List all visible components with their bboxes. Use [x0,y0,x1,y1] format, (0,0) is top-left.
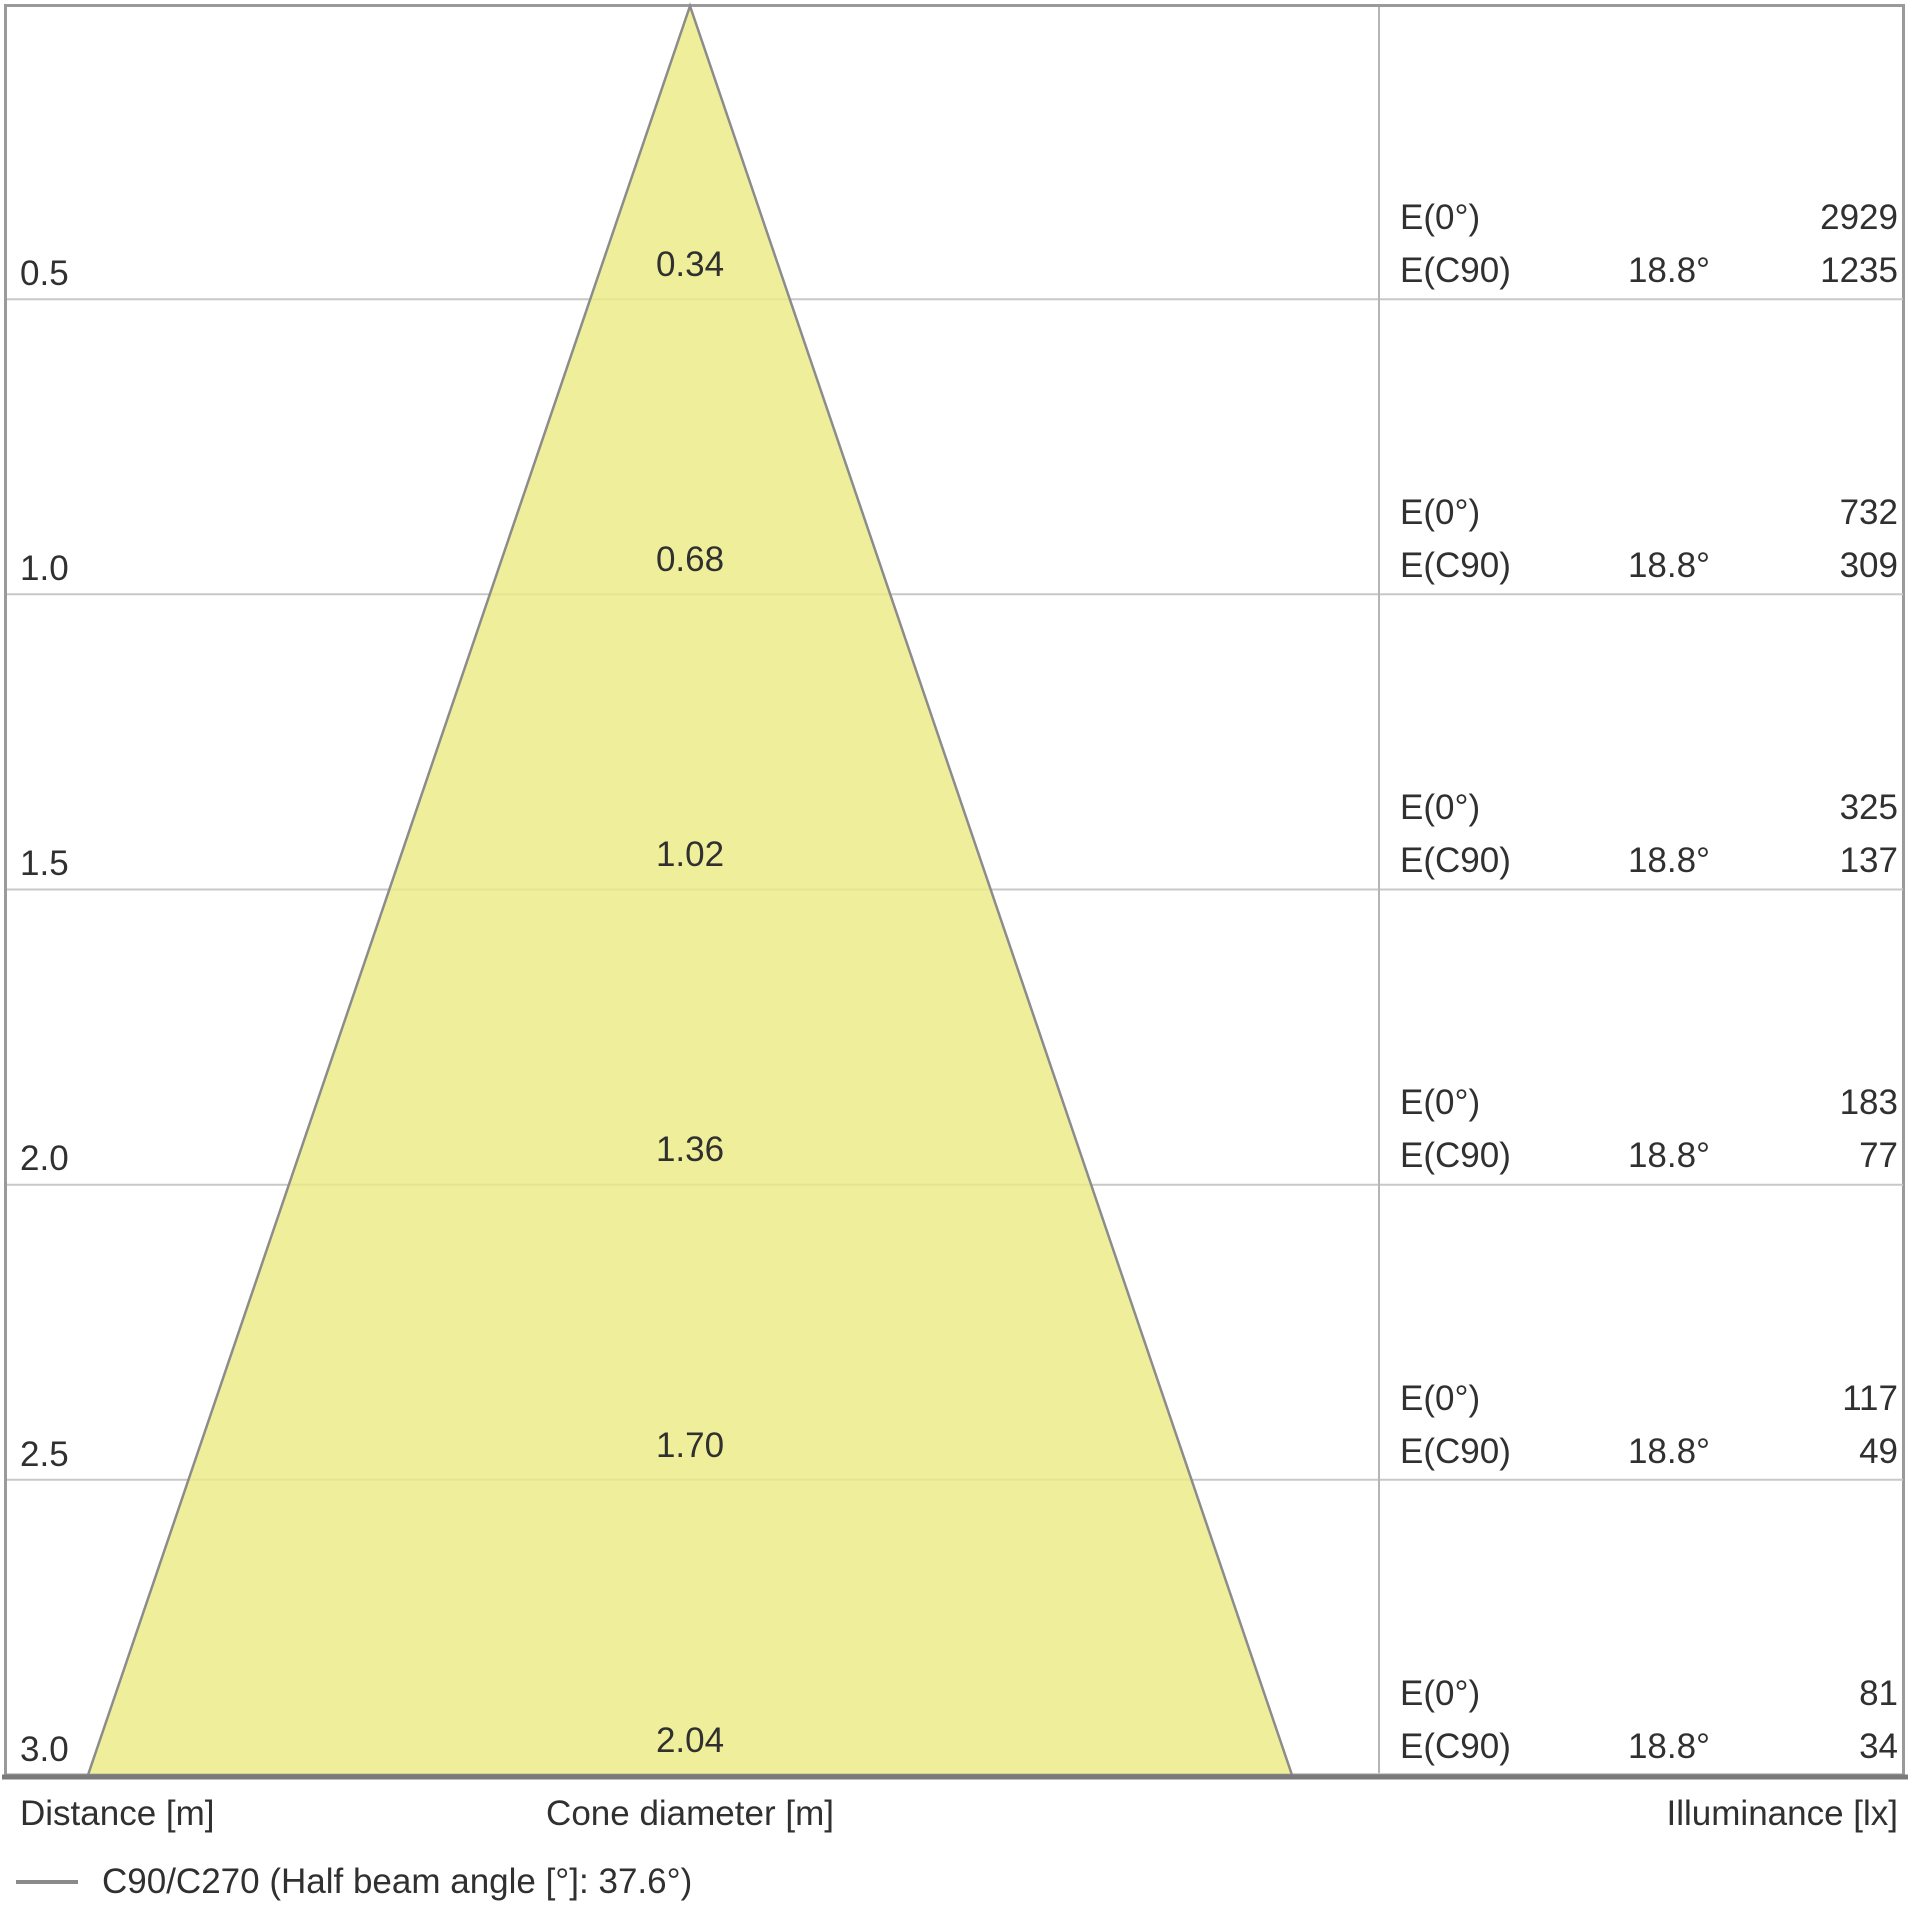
cone-row: 2.0 1.36 E(0°) 183 E(C90) 18.8° 77 [0,889,1920,1184]
ec90-angle: 18.8° [1627,841,1711,880]
e0-value: 732 [1839,493,1898,532]
e0-angle [1575,486,1763,539]
e0-value: 2929 [1820,198,1898,237]
ec90-value: 1235 [1820,251,1898,290]
ec90-label: E(C90) [1400,546,1511,585]
ec90-label: E(C90) [1400,841,1511,880]
cone-row: 3.0 2.04 E(0°) 81 E(C90) 18.8° 34 [0,1480,1920,1775]
illuminance-block: E(0°) 183 E(C90) 18.8° 77 [1400,1076,1898,1182]
cone-row: 1.0 0.68 E(0°) 732 E(C90) 18.8° 309 [0,299,1920,594]
e0-label: E(0°) [1400,493,1481,532]
ec90-angle: 18.8° [1627,251,1711,290]
distance-value: 1.5 [20,844,69,883]
distance-value: 2.5 [20,1435,69,1474]
e0-value: 81 [1859,1674,1898,1713]
e0-value: 183 [1839,1083,1898,1122]
cone-diameter-value: 0.68 [655,540,725,579]
e0-line: E(0°) 183 [1400,1076,1898,1129]
cone-row: 0.5 0.34 E(0°) 2929 E(C90) 18.8° 1235 [0,4,1920,299]
ec90-value: 309 [1839,546,1898,585]
ec90-line: E(C90) 18.8° 77 [1400,1129,1898,1182]
cone-row: 2.5 1.70 E(0°) 117 E(C90) 18.8° 49 [0,1185,1920,1480]
cone-row: 1.5 1.02 E(0°) 325 E(C90) 18.8° 137 [0,594,1920,889]
ec90-label: E(C90) [1400,1727,1511,1766]
ec90-angle: 18.8° [1627,546,1711,585]
e0-angle [1575,781,1763,834]
ec90-value: 49 [1859,1432,1898,1471]
ec90-label: E(C90) [1400,1432,1511,1471]
ec90-line: E(C90) 18.8° 1235 [1400,244,1898,297]
legend: C90/C270 (Half beam angle [°]: 37.6°) [16,1858,692,1906]
ec90-angle: 18.8° [1627,1136,1711,1175]
ec90-line: E(C90) 18.8° 49 [1400,1425,1898,1478]
illuminance-axis-label: Illuminance [lx] [1666,1794,1898,1833]
ec90-line: E(C90) 18.8° 309 [1400,539,1898,592]
distance-value: 3.0 [20,1730,69,1769]
e0-label: E(0°) [1400,1674,1481,1713]
e0-line: E(0°) 325 [1400,781,1898,834]
cone-diameter-value: 2.04 [655,1721,725,1760]
e0-label: E(0°) [1400,1379,1481,1418]
ec90-value: 137 [1839,841,1898,880]
cone-diameter-value: 0.34 [655,245,725,284]
ec90-value: 77 [1859,1136,1898,1175]
e0-label: E(0°) [1400,1083,1481,1122]
distance-value: 0.5 [20,254,69,293]
distance-value: 1.0 [20,549,69,588]
e0-line: E(0°) 732 [1400,486,1898,539]
e0-angle [1575,1076,1763,1129]
distance-axis-label: Distance [m] [20,1794,215,1833]
cone-diameter-value: 1.02 [655,835,725,874]
distance-value: 2.0 [20,1139,69,1178]
illuminance-block: E(0°) 325 E(C90) 18.8° 137 [1400,781,1898,887]
e0-label: E(0°) [1400,198,1481,237]
e0-angle [1575,1372,1763,1425]
illuminance-block: E(0°) 732 E(C90) 18.8° 309 [1400,486,1898,592]
ec90-line: E(C90) 18.8° 137 [1400,834,1898,887]
e0-line: E(0°) 117 [1400,1372,1898,1425]
e0-angle [1575,1667,1763,1720]
e0-line: E(0°) 81 [1400,1667,1898,1720]
cone-diameter-value: 1.70 [655,1426,725,1465]
illuminance-block: E(0°) 2929 E(C90) 18.8° 1235 [1400,191,1898,297]
cone-diameter-axis-label: Cone diameter [m] [546,1794,834,1833]
e0-label: E(0°) [1400,788,1481,827]
cone-diameter-value: 1.36 [655,1130,725,1169]
illuminance-block: E(0°) 81 E(C90) 18.8° 34 [1400,1667,1898,1773]
e0-line: E(0°) 2929 [1400,191,1898,244]
ec90-value: 34 [1859,1727,1898,1766]
e0-angle [1575,191,1763,244]
ec90-label: E(C90) [1400,1136,1511,1175]
legend-line-swatch [16,1880,78,1884]
illuminance-block: E(0°) 117 E(C90) 18.8° 49 [1400,1372,1898,1478]
ec90-line: E(C90) 18.8° 34 [1400,1720,1898,1773]
ec90-angle: 18.8° [1627,1432,1711,1471]
ec90-angle: 18.8° [1627,1727,1711,1766]
e0-value: 117 [1842,1379,1898,1418]
ec90-label: E(C90) [1400,251,1511,290]
e0-value: 325 [1839,788,1898,827]
legend-label: C90/C270 (Half beam angle [°]: 37.6°) [102,1862,693,1901]
